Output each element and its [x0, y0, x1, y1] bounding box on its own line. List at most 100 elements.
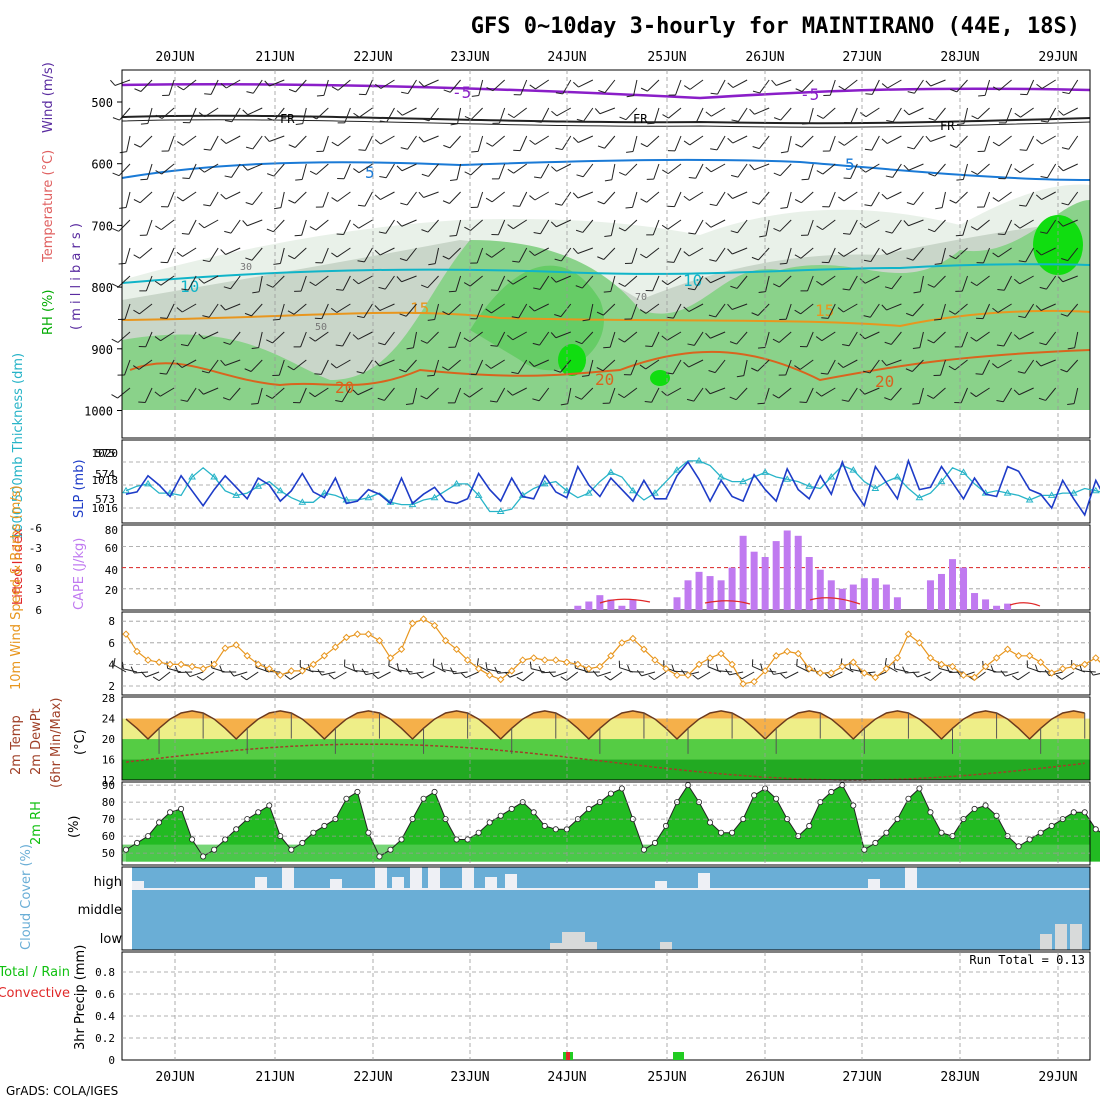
- wind-barb: [140, 135, 153, 148]
- wind-barb: [917, 671, 931, 678]
- wind-barb-flag: [154, 391, 161, 397]
- contour-label-10: 10: [180, 277, 199, 296]
- wind-barb: [688, 247, 704, 257]
- rh-point: [167, 809, 174, 816]
- wind-barb-flag: [512, 260, 520, 263]
- wind-barb-flag: [843, 232, 851, 235]
- wind-barb: [512, 275, 527, 285]
- rh-point: [530, 809, 537, 816]
- cape-bar: [982, 599, 990, 610]
- wind-barb-flag: [432, 658, 435, 666]
- thickness-point: [651, 489, 659, 496]
- wind-barb: [589, 303, 594, 320]
- wind-barb-flag: [196, 675, 204, 681]
- wind-barb: [848, 331, 858, 346]
- wind-barb: [323, 79, 329, 96]
- wind-barb-flag: [550, 276, 557, 283]
- wind-barb: [697, 671, 711, 680]
- wind-barb: [1004, 219, 1013, 235]
- wind-barb-flag: [528, 361, 535, 367]
- thickness-point: [1069, 489, 1078, 496]
- wind-barb-flag: [223, 286, 231, 290]
- wind-barb-flag: [449, 234, 457, 237]
- wind-barb-flag: [912, 402, 920, 405]
- wind-barb-flag: [1057, 165, 1064, 172]
- contour-label-fr: FR: [280, 112, 295, 126]
- wind-barb-flag: [758, 291, 766, 294]
- wind-barb: [533, 359, 549, 367]
- wind-barb-flag: [152, 676, 160, 682]
- temp-band-16-20: [122, 739, 1090, 760]
- wind-barb-flag: [174, 665, 179, 673]
- wind-barb: [455, 219, 462, 236]
- p4-ytick-6: 6: [108, 637, 115, 650]
- wind-barb-flag: [730, 230, 738, 234]
- wind-barb-flag: [485, 253, 493, 258]
- wind-barb-flag: [927, 228, 935, 233]
- wind-barb-flag: [507, 113, 515, 119]
- wind-barb-flag: [604, 235, 612, 238]
- wind-barb-flag: [204, 93, 212, 95]
- wind-barb: [469, 331, 483, 343]
- p1-ytick-600: 600: [91, 158, 113, 172]
- p3-lefttick-0: 0: [35, 562, 42, 575]
- wind-barb: [975, 387, 990, 398]
- wind-barb-flag: [352, 663, 356, 671]
- wind-barb-flag: [352, 278, 359, 285]
- wind-barb-flag: [751, 367, 758, 372]
- wind-barb: [519, 191, 528, 207]
- cape-bar: [871, 578, 879, 610]
- wind-barb: [603, 303, 616, 316]
- wind-barb: [582, 219, 594, 233]
- rh-point: [354, 788, 361, 795]
- wind-barb: [1019, 163, 1034, 174]
- wind-speed-point: [783, 647, 791, 656]
- rh-point: [486, 819, 493, 826]
- wind-barb: [870, 247, 880, 262]
- wind-barb-flag: [265, 394, 273, 399]
- wind-speed-point: [166, 660, 174, 669]
- rh-point: [420, 795, 427, 802]
- wind-barb: [322, 135, 329, 152]
- wind-barb: [513, 219, 527, 230]
- wind-speed-point: [155, 658, 163, 666]
- wind-barb: [406, 247, 417, 261]
- wind-barb: [732, 79, 748, 88]
- wind-speed-point: [827, 669, 835, 677]
- bottom-date-26JUN: 26JUN: [745, 1070, 784, 1085]
- thickness-point: [144, 479, 152, 487]
- wind-barb: [491, 303, 505, 314]
- contour-label-fr: FR: [940, 119, 955, 133]
- wind-barb-flag: [727, 82, 734, 88]
- wind-barb-flag: [925, 80, 932, 87]
- rh-point: [222, 836, 229, 843]
- thickness-point: [430, 493, 439, 501]
- thickness-point: [783, 475, 792, 482]
- wind-barb: [757, 359, 770, 372]
- wind-speed-point: [342, 633, 351, 642]
- wind-barb: [358, 219, 373, 229]
- wind-barb-flag: [242, 164, 248, 171]
- cape-bar: [750, 551, 758, 610]
- cloud-high-block: [410, 867, 422, 889]
- wind-barb-flag: [640, 143, 648, 148]
- wind-barb: [800, 303, 814, 315]
- wind-barb-flag: [463, 282, 471, 287]
- wind-barb-flag: [420, 395, 428, 400]
- wind-barb: [758, 135, 770, 149]
- wind-barb: [688, 359, 704, 368]
- wind-barb: [1019, 219, 1034, 229]
- wind-barb: [453, 671, 468, 675]
- wind-barb: [492, 79, 506, 92]
- wind-barb: [512, 387, 527, 396]
- temp-band-12-16: [122, 759, 1090, 780]
- wind-barb-flag: [267, 117, 275, 121]
- wind-barb: [710, 163, 726, 173]
- wind-barb: [1024, 303, 1035, 318]
- wind-speed-point: [761, 667, 769, 675]
- wind-barb: [314, 331, 329, 342]
- wind-barb-flag: [357, 260, 365, 263]
- wind-barb: [302, 107, 307, 124]
- wind-barb: [693, 387, 704, 402]
- wind-barb-flag: [532, 398, 540, 402]
